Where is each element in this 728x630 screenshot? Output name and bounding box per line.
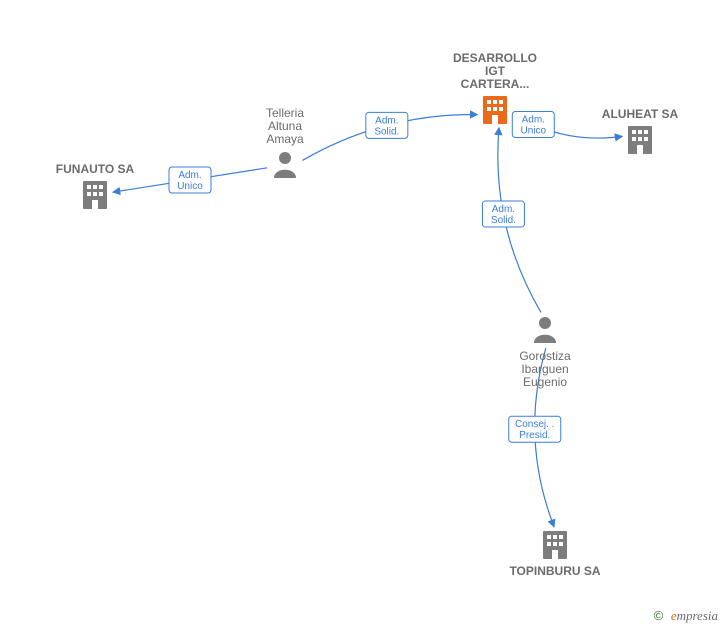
svg-text:Adm.: Adm. bbox=[178, 170, 201, 181]
node-aluheat: ALUHEAT SA bbox=[602, 107, 679, 154]
svg-text:Unico: Unico bbox=[520, 125, 546, 136]
edge-label-e1: Adm.Unico bbox=[169, 167, 211, 193]
company-icon bbox=[83, 181, 107, 209]
network-diagram: Adm.UnicoAdm.Solid.Adm.UnicoAdm.Solid.Co… bbox=[0, 0, 728, 630]
node-funauto: FUNAUTO SA bbox=[56, 162, 135, 209]
svg-text:Presid.: Presid. bbox=[519, 430, 550, 441]
node-label: Gorostiza bbox=[519, 349, 571, 363]
svg-text:Adm.: Adm. bbox=[375, 115, 398, 126]
node-label: DESARROLLO bbox=[453, 51, 537, 65]
node-label: TOPINBURU SA bbox=[509, 564, 600, 578]
node-telleria: TelleriaAltunaAmaya bbox=[266, 106, 304, 178]
copyright-symbol: © bbox=[654, 608, 664, 623]
company-icon bbox=[543, 531, 567, 559]
brand-rest: mpresia bbox=[677, 608, 718, 623]
node-gorostiza: GorostizaIbarguenEugenio bbox=[519, 317, 571, 389]
edge-label-e4: Adm.Solid. bbox=[482, 201, 524, 227]
svg-text:Adm.: Adm. bbox=[522, 114, 545, 125]
svg-text:Solid.: Solid. bbox=[374, 126, 399, 137]
company-icon bbox=[628, 126, 652, 154]
node-label: Altuna bbox=[268, 119, 302, 133]
person-icon bbox=[534, 317, 556, 343]
node-label: FUNAUTO SA bbox=[56, 162, 135, 176]
person-icon bbox=[274, 152, 296, 178]
edge-label-e5: Consej. .Presid. bbox=[509, 416, 561, 442]
node-label: IGT bbox=[485, 64, 506, 78]
node-label: Telleria bbox=[266, 106, 304, 120]
svg-text:Consej. .: Consej. . bbox=[515, 419, 554, 430]
node-label: Eugenio bbox=[523, 375, 567, 389]
node-topinburu: TOPINBURU SA bbox=[509, 531, 600, 578]
node-label: CARTERA... bbox=[461, 77, 530, 91]
svg-text:Solid.: Solid. bbox=[491, 215, 516, 226]
node-label: ALUHEAT SA bbox=[602, 107, 679, 121]
company-icon bbox=[483, 96, 507, 124]
node-label: Ibarguen bbox=[521, 362, 568, 376]
footer-attribution: © empresia bbox=[654, 608, 718, 624]
node-label: Amaya bbox=[266, 132, 304, 146]
edge-label-e2: Adm.Solid. bbox=[366, 112, 408, 138]
edge-label-e3: Adm.Unico bbox=[512, 111, 554, 137]
svg-text:Adm.: Adm. bbox=[492, 204, 515, 215]
svg-text:Unico: Unico bbox=[177, 181, 203, 192]
